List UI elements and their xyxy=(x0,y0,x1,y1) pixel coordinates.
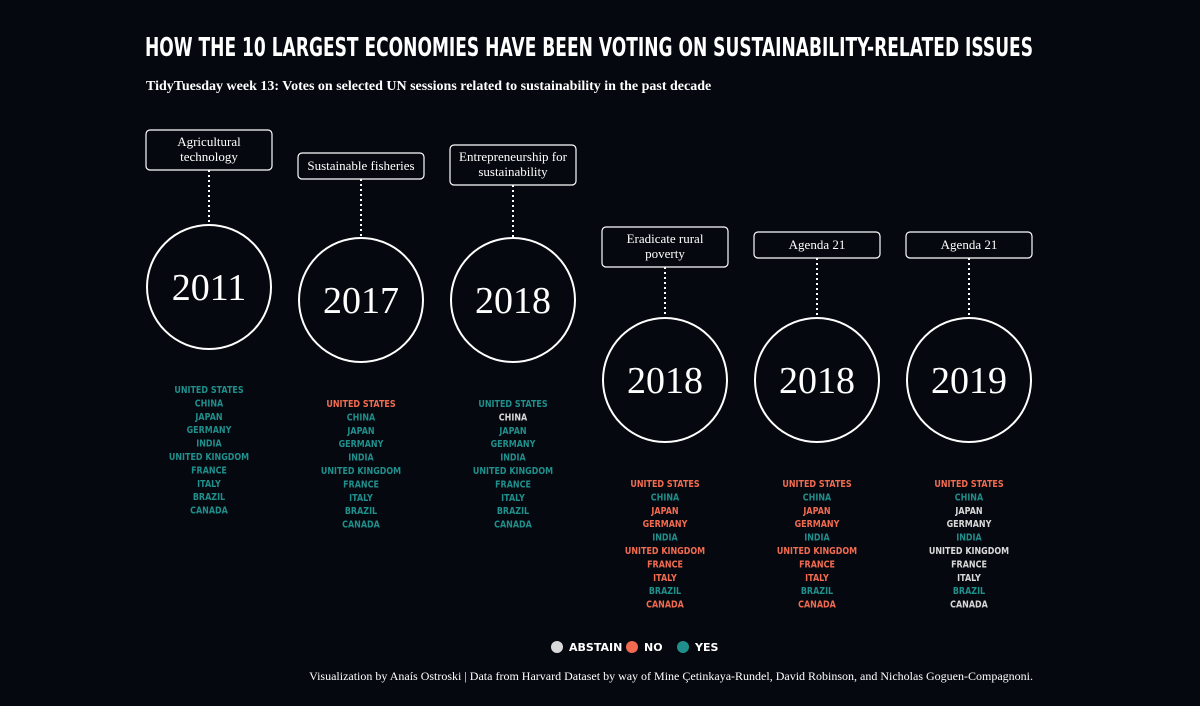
country-vote: FRANCE xyxy=(495,480,531,491)
country-vote: ITALY xyxy=(653,573,677,584)
country-vote: CHINA xyxy=(803,493,831,504)
country-vote: JAPAN xyxy=(347,426,375,437)
country-vote: INDIA xyxy=(500,453,525,464)
country-vote: CANADA xyxy=(190,506,228,517)
year-text: 2019 xyxy=(931,360,1007,402)
title: HOW THE 10 LARGEST ECONOMIES HAVE BEEN V… xyxy=(145,33,1033,63)
country-vote: FRANCE xyxy=(799,560,835,571)
country-vote: ITALY xyxy=(805,573,829,584)
country-vote: GERMANY xyxy=(339,439,384,450)
legend-swatch xyxy=(677,641,689,653)
year-circle xyxy=(602,317,728,443)
year-text: 2018 xyxy=(779,360,855,402)
country-vote: UNITED KINGDOM xyxy=(169,452,249,463)
year-circle xyxy=(906,317,1032,443)
country-vote: BRAZIL xyxy=(345,506,378,517)
country-vote: ITALY xyxy=(501,493,525,504)
country-vote: BRAZIL xyxy=(497,506,530,517)
country-vote: UNITED STATES xyxy=(630,479,699,490)
topic-text: technology xyxy=(180,149,238,164)
country-vote: BRAZIL xyxy=(649,586,682,597)
country-vote: ITALY xyxy=(197,479,221,490)
year-circle xyxy=(298,237,424,363)
country-vote: GERMANY xyxy=(795,519,840,530)
country-vote: GERMANY xyxy=(187,425,232,436)
country-vote: CHINA xyxy=(651,493,679,504)
year-text: 2017 xyxy=(323,280,399,322)
country-vote: CANADA xyxy=(494,520,532,531)
topic-text: Sustainable fisheries xyxy=(307,158,414,173)
year-text: 2018 xyxy=(627,360,703,402)
country-vote: CANADA xyxy=(798,600,836,611)
country-vote: UNITED STATES xyxy=(478,399,547,410)
subtitle: TidyTuesday week 13: Votes on selected U… xyxy=(146,79,711,94)
year-circle xyxy=(754,317,880,443)
country-vote: CHINA xyxy=(955,493,983,504)
credit: Visualization by Anaís Ostroski | Data f… xyxy=(309,669,1033,683)
country-vote: FRANCE xyxy=(951,560,987,571)
country-vote: JAPAN xyxy=(955,506,983,517)
country-vote: JAPAN xyxy=(499,426,527,437)
country-vote: CHINA xyxy=(195,399,223,410)
country-vote: JAPAN xyxy=(651,506,679,517)
country-vote: UNITED KINGDOM xyxy=(321,466,401,477)
country-vote: GERMANY xyxy=(947,519,992,530)
country-vote: ITALY xyxy=(957,573,981,584)
country-vote: ITALY xyxy=(349,493,373,504)
country-vote: UNITED KINGDOM xyxy=(777,546,857,557)
year-circle xyxy=(450,237,576,363)
country-vote: UNITED STATES xyxy=(782,479,851,490)
country-vote: CANADA xyxy=(950,600,988,611)
topic-text: sustainability xyxy=(478,164,548,179)
country-vote: UNITED KINGDOM xyxy=(473,466,553,477)
topic-text: Agricultural xyxy=(177,134,241,149)
year-text: 2011 xyxy=(172,267,247,309)
topic-text: Agenda 21 xyxy=(789,237,846,252)
country-vote: FRANCE xyxy=(343,480,379,491)
country-vote: UNITED KINGDOM xyxy=(929,546,1009,557)
country-vote: CHINA xyxy=(347,413,375,424)
country-vote: JAPAN xyxy=(803,506,831,517)
legend-label: ABSTAIN xyxy=(569,641,622,654)
country-vote: FRANCE xyxy=(191,466,227,477)
country-vote: UNITED STATES xyxy=(934,479,1003,490)
topic-text: poverty xyxy=(645,246,685,261)
country-vote: INDIA xyxy=(196,439,221,450)
country-vote: UNITED STATES xyxy=(326,399,395,410)
country-vote: INDIA xyxy=(652,533,677,544)
country-vote: INDIA xyxy=(348,453,373,464)
country-vote: CHINA xyxy=(499,413,527,424)
country-vote: BRAZIL xyxy=(801,586,834,597)
legend-swatch xyxy=(626,641,638,653)
country-vote: BRAZIL xyxy=(193,492,226,503)
country-vote: GERMANY xyxy=(643,519,688,530)
country-vote: UNITED STATES xyxy=(174,385,243,396)
year-text: 2018 xyxy=(475,280,551,322)
country-vote: CANADA xyxy=(646,600,684,611)
country-vote: UNITED KINGDOM xyxy=(625,546,705,557)
country-vote: JAPAN xyxy=(195,412,223,423)
country-vote: GERMANY xyxy=(491,439,536,450)
legend-label: NO xyxy=(644,641,663,654)
legend-label: YES xyxy=(694,641,718,654)
topic-text: Eradicate rural xyxy=(627,231,704,246)
year-circle xyxy=(146,224,272,350)
legend-swatch xyxy=(551,641,563,653)
topic-text: Entrepreneurship for xyxy=(459,149,568,164)
country-vote: BRAZIL xyxy=(953,586,986,597)
country-vote: FRANCE xyxy=(647,560,683,571)
country-vote: INDIA xyxy=(804,533,829,544)
country-vote: INDIA xyxy=(956,533,981,544)
country-vote: CANADA xyxy=(342,520,380,531)
topic-text: Agenda 21 xyxy=(941,237,998,252)
